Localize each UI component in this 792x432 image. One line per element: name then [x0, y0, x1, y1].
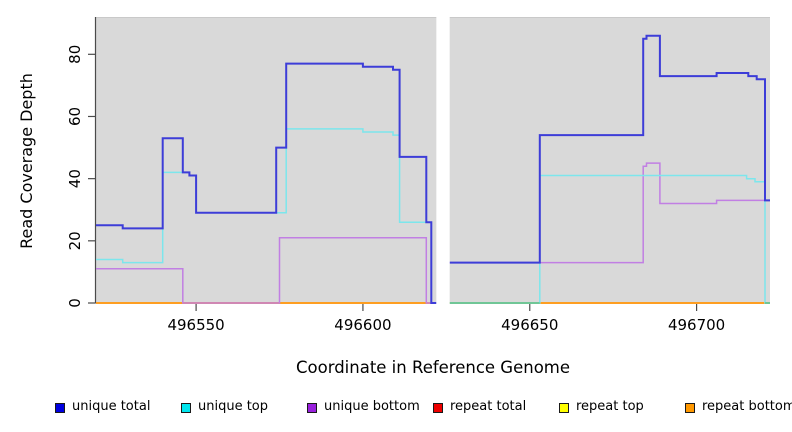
series-unique-bottom [96, 236, 437, 304]
y-tick-label: 60 [66, 107, 84, 126]
legend-swatch-icon [55, 403, 65, 413]
legend-swatch-icon [181, 403, 191, 413]
plot-background [96, 17, 770, 303]
x-tick-label: 496600 [334, 316, 391, 334]
x-tick-label: 496550 [167, 316, 224, 334]
legend-swatch-icon [307, 403, 317, 413]
legend-label: unique total [72, 399, 151, 414]
legend-swatch-icon [559, 403, 569, 413]
legend-label: repeat bottom [702, 399, 792, 414]
legend-label: unique top [198, 399, 269, 414]
series-unique-bottom [449, 162, 770, 264]
legend-label: repeat top [576, 399, 644, 414]
y-axis-title: Read Coverage Depth [17, 73, 36, 249]
x-tick-label: 496650 [501, 316, 558, 334]
x-tick-label: 496700 [668, 316, 725, 334]
no-data-gap [436, 16, 450, 305]
series-unique-total [96, 62, 437, 304]
y-tick-label: 40 [66, 169, 84, 188]
legend-label: unique bottom [324, 399, 420, 414]
y-tick-label: 0 [66, 298, 84, 308]
legend: unique total unique top unique bottom repea… [0, 398, 792, 422]
legend-swatch-icon [433, 403, 443, 413]
legend-swatch-icon [685, 403, 695, 413]
legend-label: repeat total [450, 399, 527, 414]
y-tick-label: 80 [66, 45, 84, 64]
x-axis-title: Coordinate in Reference Genome [295, 358, 571, 377]
y-tick-label: 20 [66, 231, 84, 250]
coverage-plot: 0 20 40 60 80 496550 496600 496650 496700 [66, 16, 770, 334]
series-unique-top [96, 128, 437, 304]
series-unique-total [449, 34, 770, 264]
